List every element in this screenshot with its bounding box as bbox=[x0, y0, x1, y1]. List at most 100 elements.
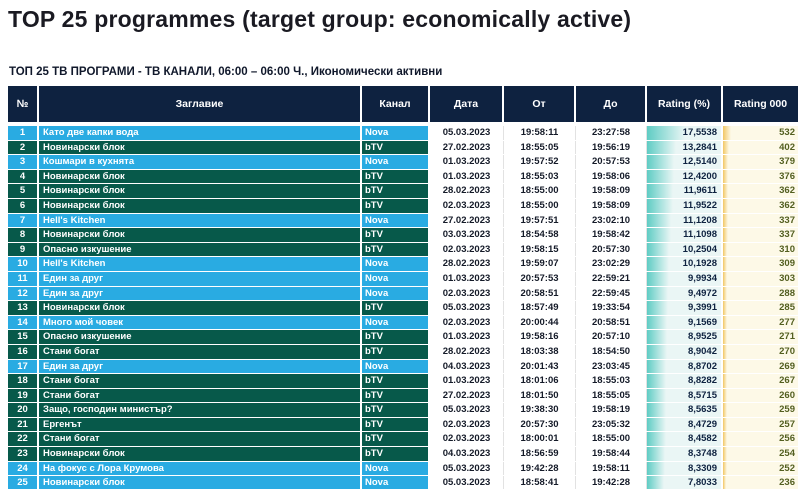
date-cell: 04.03.2023 bbox=[430, 359, 504, 374]
channel-cell: Nova bbox=[362, 461, 430, 476]
row-number-cell: 24 bbox=[8, 461, 39, 476]
rating-thousands-databar bbox=[723, 447, 727, 461]
start-time-cell: 18:00:01 bbox=[504, 432, 576, 447]
start-time-cell: 18:55:00 bbox=[504, 184, 576, 198]
channel-cell: bTV bbox=[362, 198, 430, 213]
end-time-cell: 23:05:32 bbox=[576, 417, 647, 432]
rating-percent-cell: 17,5538 bbox=[647, 126, 723, 140]
channel-cell: Nova bbox=[362, 315, 430, 330]
row-number-cell: 11 bbox=[8, 271, 39, 286]
channel-cell: bTV bbox=[362, 388, 430, 403]
table-row: 5 Новинарски блок bTV 28.02.2023 18:55:00 19:… bbox=[8, 184, 798, 198]
programme-title-cell: Кошмари в кухнята bbox=[39, 155, 362, 169]
row-number-cell: 22 bbox=[8, 432, 39, 447]
start-time-cell: 19:42:28 bbox=[504, 461, 576, 476]
channel-cell: bTV bbox=[362, 169, 430, 184]
cell-value: 236 bbox=[779, 477, 795, 489]
channel-cell: bTV bbox=[362, 403, 430, 417]
channel-cell: bTV bbox=[362, 344, 430, 359]
rating-percent-cell: 8,3309 bbox=[647, 461, 723, 476]
channel-cell: bTV bbox=[362, 301, 430, 315]
row-number-cell: 9 bbox=[8, 242, 39, 257]
date-cell: 01.03.2023 bbox=[430, 271, 504, 286]
rating-thousands-databar bbox=[723, 359, 727, 374]
rating-percent-cell: 8,8702 bbox=[647, 359, 723, 374]
table-body: 1 Като две капки вода Nova 05.03.2023 19:58:… bbox=[8, 126, 798, 489]
date-cell: 01.03.2023 bbox=[430, 169, 504, 184]
cell-value: 9,3991 bbox=[687, 302, 717, 314]
row-number-cell: 13 bbox=[8, 301, 39, 315]
row-number-cell: 4 bbox=[8, 169, 39, 184]
table-row: 21 Ергенът bTV 02.03.2023 20:57:30 23:05:32 8,… bbox=[8, 417, 798, 432]
start-time-cell: 20:01:43 bbox=[504, 359, 576, 374]
programme-title-cell: Опасно изкушение bbox=[39, 330, 362, 344]
channel-cell: Nova bbox=[362, 286, 430, 301]
date-cell: 28.02.2023 bbox=[430, 184, 504, 198]
start-time-cell: 18:01:50 bbox=[504, 388, 576, 403]
rating-percent-cell: 8,5715 bbox=[647, 388, 723, 403]
end-time-cell: 22:59:45 bbox=[576, 286, 647, 301]
date-cell: 05.03.2023 bbox=[430, 403, 504, 417]
cell-value: 11,1208 bbox=[683, 214, 717, 226]
rating-percent-cell: 8,3748 bbox=[647, 447, 723, 461]
programme-title-cell: Новинарски блок bbox=[39, 476, 362, 489]
start-time-cell: 19:58:11 bbox=[504, 126, 576, 140]
row-number-cell: 23 bbox=[8, 447, 39, 461]
programme-title-cell: Новинарски блок bbox=[39, 301, 362, 315]
rating-thousands-databar bbox=[723, 169, 729, 184]
rating-thousands-databar bbox=[723, 417, 727, 432]
channel-cell: bTV bbox=[362, 140, 430, 155]
rating-databar bbox=[647, 315, 668, 330]
cell-value: 8,8282 bbox=[687, 375, 717, 387]
cell-value: 271 bbox=[779, 331, 795, 343]
row-number-cell: 2 bbox=[8, 140, 39, 155]
rating-thousands-databar bbox=[723, 242, 728, 257]
start-time-cell: 20:57:53 bbox=[504, 271, 576, 286]
programme-title-cell: Стани богат bbox=[39, 432, 362, 447]
rating-databar bbox=[647, 155, 675, 169]
end-time-cell: 23:27:58 bbox=[576, 126, 647, 140]
cell-value: 13,2841 bbox=[682, 141, 717, 153]
cell-value: 12,4200 bbox=[682, 170, 717, 182]
rating-thousands-databar bbox=[723, 344, 727, 359]
rating-databar bbox=[647, 286, 668, 301]
programme-title-cell: Новинарски блок bbox=[39, 447, 362, 461]
rating-percent-cell: 12,5140 bbox=[647, 155, 723, 169]
rating-databar bbox=[647, 257, 670, 271]
rating-thousands-cell: 309 bbox=[723, 257, 798, 271]
start-time-cell: 19:38:30 bbox=[504, 403, 576, 417]
rating-databar bbox=[647, 461, 666, 476]
programme-title-cell: Един за друг bbox=[39, 286, 362, 301]
rating-databar bbox=[647, 359, 667, 374]
end-time-cell: 23:02:29 bbox=[576, 257, 647, 271]
cell-value: 254 bbox=[779, 448, 795, 460]
row-number-cell: 6 bbox=[8, 198, 39, 213]
column-header-rating000: Rating 000 bbox=[723, 86, 798, 122]
rating-percent-cell: 11,9611 bbox=[647, 184, 723, 198]
programme-title-cell: Новинарски блок bbox=[39, 228, 362, 242]
channel-cell: bTV bbox=[362, 228, 430, 242]
end-time-cell: 18:55:05 bbox=[576, 388, 647, 403]
rating-thousands-cell: 270 bbox=[723, 344, 798, 359]
cell-value: 8,5635 bbox=[687, 404, 717, 416]
end-time-cell: 19:58:06 bbox=[576, 169, 647, 184]
rating-thousands-cell: 236 bbox=[723, 476, 798, 489]
rating-percent-cell: 9,9934 bbox=[647, 271, 723, 286]
rating-thousands-databar bbox=[723, 330, 727, 344]
table-row: 3 Кошмари в кухнята Nova 01.03.2023 19:57:52… bbox=[8, 155, 798, 169]
programme-title-cell: Стани богат bbox=[39, 388, 362, 403]
end-time-cell: 18:55:00 bbox=[576, 432, 647, 447]
date-cell: 27.02.2023 bbox=[430, 140, 504, 155]
date-cell: 27.02.2023 bbox=[430, 213, 504, 228]
programme-title-cell: Новинарски блок bbox=[39, 169, 362, 184]
channel-cell: Nova bbox=[362, 257, 430, 271]
rating-percent-cell: 9,3991 bbox=[647, 301, 723, 315]
cell-value: 288 bbox=[779, 287, 795, 299]
date-cell: 02.03.2023 bbox=[430, 242, 504, 257]
end-time-cell: 19:56:19 bbox=[576, 140, 647, 155]
rating-thousands-databar bbox=[723, 432, 727, 447]
end-time-cell: 20:57:10 bbox=[576, 330, 647, 344]
table-row: 15 Опасно изкушение bTV 01.03.2023 19:58:16 2… bbox=[8, 330, 798, 344]
table-row: 1 Като две капки вода Nova 05.03.2023 19:58:… bbox=[8, 126, 798, 140]
rating-percent-cell: 11,9522 bbox=[647, 198, 723, 213]
